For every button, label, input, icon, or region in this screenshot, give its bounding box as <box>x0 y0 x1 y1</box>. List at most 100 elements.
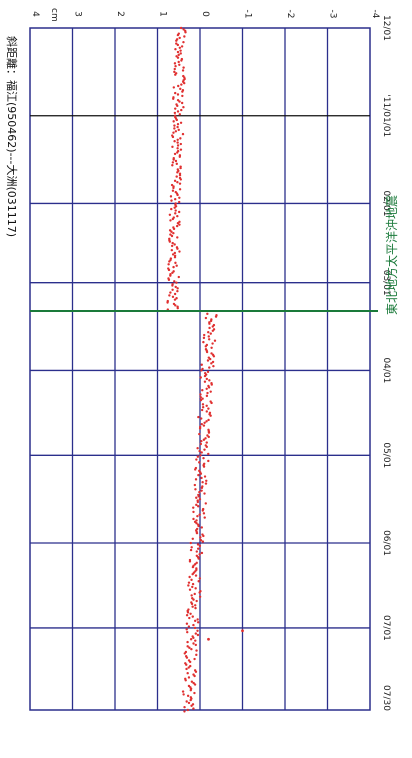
data-point <box>206 391 209 395</box>
data-point <box>175 175 178 178</box>
data-point <box>176 222 180 225</box>
data-point <box>189 541 192 545</box>
data-point <box>184 679 187 682</box>
data-point <box>179 166 182 170</box>
data-point <box>185 628 188 631</box>
data-point <box>178 250 181 253</box>
data-point <box>175 297 178 300</box>
data-point <box>176 141 179 144</box>
data-point <box>189 638 193 641</box>
data-point <box>177 53 180 57</box>
y-tick-label: -3 <box>328 10 338 19</box>
event-label: 東北地方太平洋沖地震 <box>384 195 399 315</box>
data-point <box>197 495 200 498</box>
data-point <box>182 693 185 696</box>
data-point <box>202 336 206 340</box>
data-point <box>195 503 198 507</box>
data-point <box>185 622 189 625</box>
data-point <box>205 377 209 381</box>
data-point <box>179 52 182 55</box>
data-point <box>198 513 201 516</box>
data-point <box>202 424 206 427</box>
data-point <box>180 101 184 105</box>
data-point <box>175 264 178 267</box>
data-point <box>180 59 183 62</box>
data-point <box>176 171 179 174</box>
data-point <box>174 130 178 133</box>
data-point <box>209 414 212 417</box>
data-point <box>196 500 200 504</box>
data-point <box>200 363 203 366</box>
data-point <box>211 329 215 332</box>
data-point <box>176 236 179 239</box>
data-point <box>171 288 174 291</box>
data-point <box>176 151 179 154</box>
data-point <box>194 488 197 491</box>
data-point <box>190 647 193 651</box>
data-point <box>174 212 177 215</box>
data-point <box>206 312 209 316</box>
data-point <box>183 81 186 85</box>
data-point <box>176 56 180 59</box>
data-point <box>176 287 179 290</box>
data-point <box>183 710 186 713</box>
data-point <box>210 383 213 386</box>
data-point <box>178 220 181 224</box>
data-point <box>187 625 191 628</box>
data-point <box>198 490 201 494</box>
data-point <box>197 415 200 419</box>
data-point <box>177 84 180 88</box>
data-point <box>192 707 195 710</box>
data-point <box>203 374 207 378</box>
data-point <box>207 459 210 463</box>
chart-title: 斜距離：福江(950462)---大洲(031117) <box>5 36 19 237</box>
data-point <box>194 632 198 635</box>
data-point <box>199 393 202 396</box>
data-point <box>180 108 183 112</box>
y-tick-label: -4 <box>370 10 380 19</box>
data-point <box>208 379 211 382</box>
data-point <box>199 539 203 542</box>
data-point <box>177 128 180 132</box>
data-point <box>177 60 180 64</box>
data-point <box>194 604 197 607</box>
data-point <box>207 435 210 439</box>
data-point <box>174 48 177 51</box>
data-point <box>173 179 177 183</box>
x-tick-label: 02/01 <box>381 190 391 216</box>
data-point <box>204 502 207 505</box>
data-point <box>173 243 176 246</box>
data-point <box>208 366 211 369</box>
data-point <box>200 417 203 420</box>
x-tick-label: 07/30 <box>381 685 391 711</box>
data-point <box>172 186 175 190</box>
data-point <box>167 263 170 266</box>
data-point <box>182 28 185 31</box>
data-point <box>191 565 195 569</box>
data-point <box>187 666 190 669</box>
data-point <box>198 449 201 453</box>
data-point <box>195 599 198 603</box>
data-point <box>178 188 182 191</box>
data-point <box>180 45 184 48</box>
data-point <box>202 340 205 344</box>
data-point <box>171 161 175 164</box>
data-point <box>179 87 182 91</box>
y-tick-label: -1 <box>243 10 253 19</box>
data-point <box>205 445 208 449</box>
data-point <box>170 230 173 233</box>
data-point <box>172 120 175 123</box>
data-point <box>195 561 198 565</box>
data-point <box>176 138 179 141</box>
data-point <box>187 581 191 584</box>
data-point <box>188 616 191 620</box>
data-point <box>202 512 206 515</box>
data-point <box>209 332 212 335</box>
data-point <box>188 660 192 664</box>
data-point <box>175 42 178 45</box>
data-point <box>200 486 204 490</box>
data-point <box>179 142 183 146</box>
data-point <box>181 94 184 98</box>
data-point <box>199 442 203 446</box>
data-point <box>193 626 197 630</box>
